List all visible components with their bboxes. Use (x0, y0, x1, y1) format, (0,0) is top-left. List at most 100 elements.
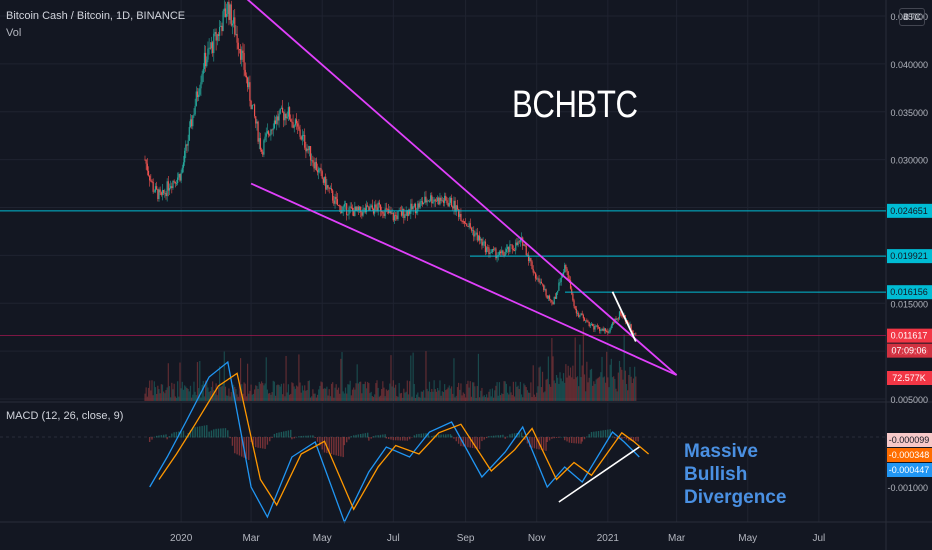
volume-bar (194, 391, 196, 401)
candle-body (396, 215, 398, 220)
candle-body (356, 206, 358, 211)
volume-bar (559, 372, 561, 401)
candle-body (470, 227, 473, 231)
candle-body (243, 52, 245, 70)
candle-body (239, 49, 242, 60)
volume-bar (273, 381, 276, 401)
level-price-badge[interactable] (887, 249, 932, 264)
volume-bar (444, 384, 446, 401)
candle-body (499, 251, 502, 254)
candle-body (485, 247, 488, 253)
volume-bar (377, 387, 379, 401)
volume-bar (462, 392, 464, 401)
volume-bar (525, 387, 527, 401)
candle-body (378, 202, 380, 205)
candle-body (412, 206, 414, 210)
candle-body (358, 206, 361, 211)
volume-bar (432, 391, 434, 401)
divergence-trendline[interactable] (558, 446, 640, 503)
divergence-line-1: Massive (684, 441, 758, 462)
candles[interactable] (144, 0, 637, 337)
macd-value-badge[interactable] (887, 433, 932, 447)
candle-body (336, 199, 338, 206)
currency-badge[interactable]: BTC (899, 8, 925, 26)
volume-bar (181, 381, 183, 401)
upper-wedge-trendline[interactable] (234, 0, 678, 376)
volume-bar (623, 334, 625, 401)
volume-bar (446, 389, 448, 401)
local-downtrend-line[interactable] (611, 291, 637, 342)
candle-body (420, 201, 422, 203)
candle-body (440, 197, 442, 201)
macd-indicator-label[interactable]: MACD (12, 26, close, 9) (6, 410, 124, 422)
time-tick-label: May (738, 533, 757, 544)
volume-bar (356, 364, 358, 401)
macd-signal-line[interactable] (158, 372, 650, 511)
macd-histogram-bar (628, 437, 630, 441)
candle-body (326, 185, 328, 190)
volume-bar (388, 389, 390, 401)
candle-body (558, 282, 560, 291)
candle-body (386, 208, 389, 210)
volume-bar (601, 356, 603, 401)
macd-histogram-bar (621, 437, 623, 440)
candle-body (279, 108, 281, 114)
volume-badge[interactable] (887, 371, 932, 385)
volume-bar (406, 380, 408, 401)
candle-body (198, 94, 200, 98)
last-price-badge[interactable] (887, 328, 932, 343)
volume-bar (631, 382, 633, 401)
candle-body (311, 160, 313, 162)
candle-body (492, 249, 495, 250)
volume-bar (515, 381, 517, 401)
symbol-title[interactable]: Bitcoin Cash / Bitcoin, 1D, BINANCE (6, 10, 186, 22)
volume-bar (447, 387, 449, 401)
volume-bar (615, 388, 617, 401)
candle-body (200, 82, 202, 89)
candle-body (223, 8, 225, 12)
volume-indicator-label[interactable]: Vol (6, 27, 22, 39)
candle-body (364, 208, 366, 213)
candle-body (566, 268, 568, 272)
lower-wedge-trendline[interactable] (250, 182, 677, 376)
candle-body (194, 105, 196, 115)
volume-bar (519, 381, 522, 401)
volume-bar (335, 384, 337, 401)
macd-value-badge[interactable] (887, 448, 932, 462)
candle-body (152, 181, 154, 192)
candle-body (630, 324, 632, 331)
candle-body (236, 34, 238, 43)
candle-body (156, 186, 158, 190)
candle-body (270, 129, 272, 136)
volume-bar (501, 393, 503, 401)
volume-bar (553, 380, 555, 401)
volume-bar (424, 397, 426, 401)
level-price-badge[interactable] (887, 203, 932, 218)
volume-bar (588, 377, 590, 401)
volume-bar (459, 389, 461, 401)
macd-histogram-bar (408, 437, 411, 440)
countdown-badge[interactable] (887, 343, 932, 358)
time-tick-label: May (313, 533, 332, 544)
level-price-badge[interactable] (887, 285, 932, 300)
macd-histogram-bar (490, 435, 492, 438)
candle-body (449, 197, 452, 203)
volume-bar (546, 378, 548, 401)
divergence-annotation: Massive Bullish Divergence (684, 440, 786, 509)
macd-value-badge[interactable] (887, 463, 932, 477)
macd-histogram-bar (428, 436, 431, 438)
macd-histogram-bar (271, 437, 273, 438)
candle-body (350, 206, 352, 208)
volume-bar (423, 390, 425, 401)
candle-body (554, 296, 556, 299)
volume-bar (458, 382, 460, 401)
candle-body (253, 104, 256, 117)
volume-bar (513, 396, 516, 401)
macd-histogram-bar (460, 437, 462, 447)
macd-histogram-bar (524, 437, 526, 441)
macd-histogram-bar (384, 434, 386, 438)
candle-body (276, 116, 278, 124)
macd-histogram-bar (488, 436, 490, 438)
